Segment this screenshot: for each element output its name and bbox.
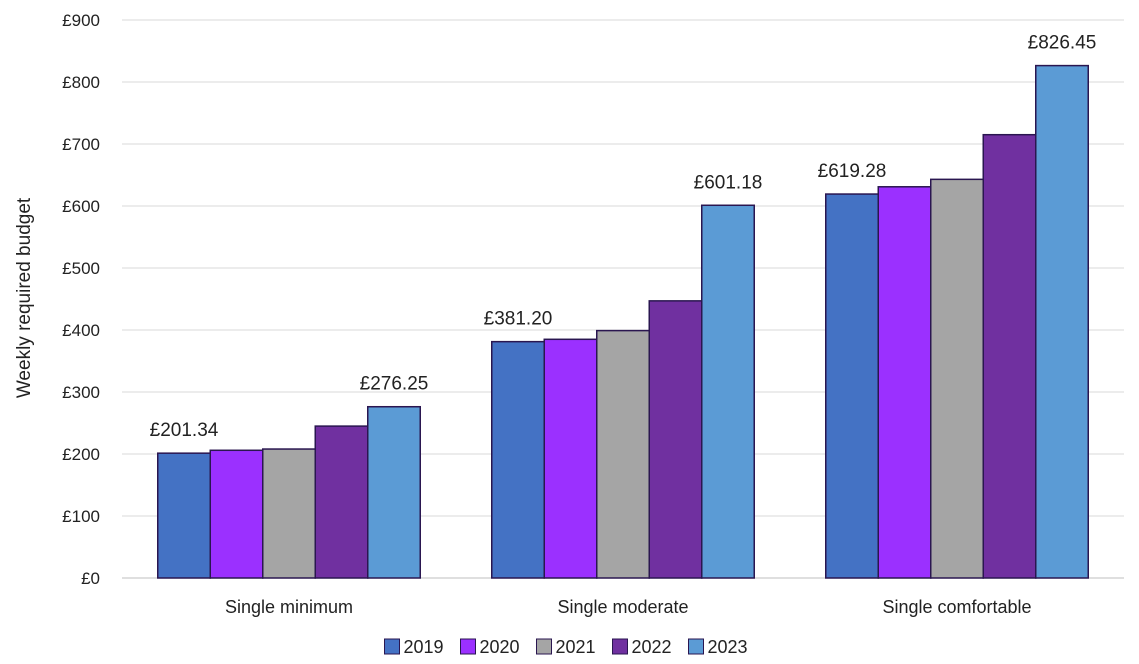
data-labels-layer: £201.34 £276.25 £381.20 £601.18 £619.28 £826.…: [150, 33, 1097, 442]
bar-2019-2: [825, 193, 879, 579]
data-label: £276.25: [360, 374, 429, 395]
legend-label: 2022: [632, 637, 672, 657]
data-label: £826.45: [1028, 33, 1097, 54]
legend-label: 2019: [404, 637, 444, 657]
y-axis-title: Weekly required budget: [14, 197, 35, 398]
bar-2020-1: [543, 338, 598, 579]
legend-label: 2020: [480, 637, 520, 657]
x-category-label: Single comfortable: [882, 597, 1031, 617]
bar-2021-1: [596, 329, 650, 579]
legend-item-2023: 2023: [688, 637, 748, 657]
x-category-label: Single minimum: [225, 597, 353, 617]
bar-2023-0: [367, 405, 421, 579]
y-tick-label: £400: [62, 321, 100, 340]
y-tick-label: £0: [81, 569, 100, 588]
bars-layer: [157, 64, 1089, 579]
y-tick-label: £900: [62, 11, 100, 30]
bar-2021-0: [262, 448, 316, 579]
y-tick-label: £700: [62, 135, 100, 154]
legend-label: 2021: [556, 637, 596, 657]
legend: 2019 2020 2021 2022 2023: [384, 637, 748, 657]
bar-2023-2: [1035, 64, 1089, 579]
bar-2022-0: [314, 425, 369, 579]
data-label: £601.18: [694, 172, 763, 193]
y-tick-label: £500: [62, 259, 100, 278]
legend-swatch: [536, 638, 552, 655]
y-tick-label: £800: [62, 73, 100, 92]
legend-item-2020: 2020: [460, 637, 520, 657]
legend-item-2021: 2021: [536, 637, 596, 657]
legend-item-2019: 2019: [384, 637, 444, 657]
legend-swatch: [612, 638, 628, 655]
y-tick-label: £100: [62, 507, 100, 526]
legend-label: 2023: [708, 637, 748, 657]
bar-2022-1: [648, 300, 703, 579]
bar-2021-2: [930, 178, 984, 579]
legend-item-2022: 2022: [612, 637, 672, 657]
bar-2019-1: [491, 340, 545, 579]
y-axis-ticks: £0 £100 £200 £300 £400 £500 £600 £700 £800 £900: [62, 11, 100, 588]
x-category-label: Single moderate: [557, 597, 688, 617]
y-tick-label: £200: [62, 445, 100, 464]
data-label: £619.28: [818, 161, 887, 182]
bar-2022-2: [982, 133, 1037, 579]
bar-2020-0: [209, 449, 264, 579]
legend-swatch: [460, 638, 476, 655]
legend-swatch: [688, 638, 704, 655]
bar-2019-0: [157, 452, 211, 579]
bar-2020-2: [877, 186, 932, 579]
data-label: £381.20: [484, 309, 553, 330]
legend-swatch: [384, 638, 400, 655]
y-tick-label: £600: [62, 197, 100, 216]
y-tick-label: £300: [62, 383, 100, 402]
x-axis-categories: Single minimum Single moderate Single comf…: [225, 597, 1032, 617]
bar-2023-1: [701, 204, 755, 579]
data-label: £201.34: [150, 420, 219, 441]
